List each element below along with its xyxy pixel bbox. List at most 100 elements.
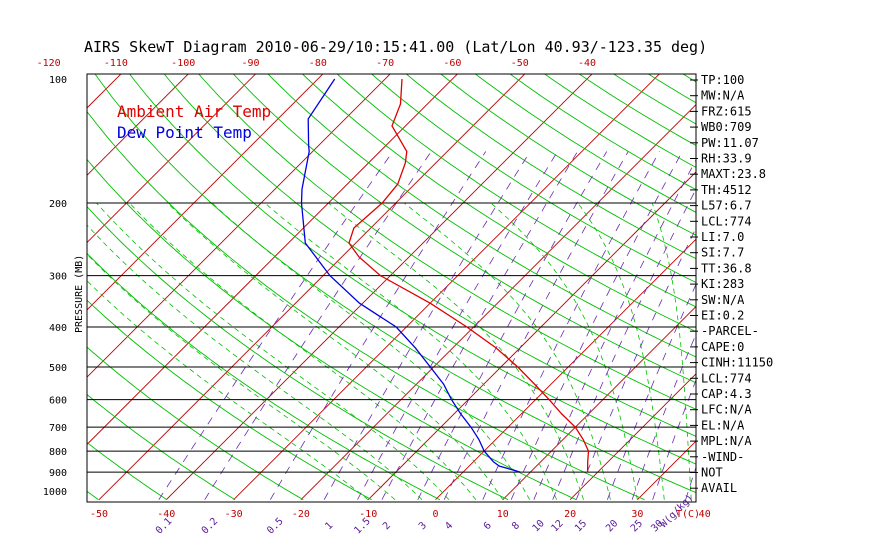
mixing-ratio-tick: 6 — [482, 520, 494, 532]
mixing-ratio-tick: 12 — [549, 518, 565, 534]
top-temp-tick: -100 — [171, 58, 195, 69]
top-temp-tick: -80 — [309, 58, 327, 69]
mixing-ratio-line — [357, 151, 558, 500]
stat-entry: L57:6.7 — [701, 199, 752, 213]
dry-adiabat-line — [474, 74, 696, 213]
stat-entry: WB0:709 — [701, 120, 752, 134]
bottom-temp-tick: 40 — [699, 509, 711, 520]
isotherm-line — [233, 74, 660, 501]
legend-ambient-air-temp: Ambient Air Temp — [117, 102, 271, 121]
dry-adiabat-line — [87, 346, 304, 501]
dry-adiabat-line — [198, 74, 696, 410]
isotherm-lines — [87, 60, 870, 501]
stat-entry: LCL:774 — [701, 214, 752, 228]
dry-adiabat-line — [682, 74, 696, 83]
dry-adiabat-line — [440, 74, 696, 236]
legend-dew-point-temp: Dew Point Temp — [117, 123, 252, 142]
bottom-temp-tick: 10 — [497, 509, 509, 520]
top-temp-tick: -40 — [578, 58, 596, 69]
mixing-ratio-tick: 10 — [531, 518, 547, 534]
bottom-temp-tick: 0 — [432, 509, 438, 520]
mixing-ratio-line — [204, 151, 432, 500]
bottom-temp-tick: -30 — [225, 509, 243, 520]
moist-adiabat-line — [167, 202, 504, 500]
moist-adiabat-line — [211, 202, 531, 500]
isotherm-line — [87, 74, 324, 311]
stat-entry: SW:N/A — [701, 293, 745, 307]
isotherm-line — [87, 74, 189, 176]
stat-entry: RH:33.9 — [701, 152, 752, 166]
mixing-ratio-line — [381, 151, 578, 500]
moist-adiabat-line — [96, 202, 450, 500]
stat-entry: NOT — [701, 466, 723, 480]
stat-entry: LCL:774 — [701, 371, 752, 385]
pressure-tick-500: 500 — [49, 363, 67, 374]
stat-entry: MW:N/A — [701, 89, 745, 103]
stat-entry: FRZ:615 — [701, 104, 752, 118]
stat-entry: AVAIL — [701, 481, 737, 495]
mixing-ratio-tick: 0.2 — [200, 516, 221, 537]
isotherm-line — [569, 373, 696, 501]
mixing-ratio-line — [158, 151, 394, 500]
pressure-tick-300: 300 — [49, 272, 67, 283]
bottom-temp-tick: -10 — [359, 509, 377, 520]
mixing-ratio-line — [533, 159, 696, 500]
dry-adiabat-line — [543, 74, 696, 168]
stat-entry: -PARCEL- — [701, 324, 759, 338]
dry-adiabat-line — [87, 299, 372, 501]
pressure-tick-800: 800 — [49, 447, 67, 458]
x-axis-label: T(C) — [676, 509, 700, 520]
mixing-ratio-tick: 0.5 — [265, 516, 286, 537]
top-temp-tick: -120 — [37, 58, 61, 69]
isobar-lines — [87, 202, 696, 473]
stat-entry: MAXT:23.8 — [701, 167, 766, 181]
plot-frame — [86, 73, 697, 503]
moist-adiabat-line — [490, 202, 638, 500]
y-axis-label: PRESSURE (MB) — [74, 255, 85, 333]
pressure-tick-700: 700 — [49, 423, 67, 434]
moist-adiabat-line — [328, 202, 584, 500]
isotherm-line — [87, 74, 257, 244]
mixing-ratio-tick: 15 — [573, 518, 589, 534]
legend: Ambient Air Temp Dew Point Temp — [117, 102, 271, 142]
dry-adiabat-line — [87, 252, 441, 501]
pressure-tick-200: 200 — [49, 199, 67, 210]
top-temp-tick: -70 — [376, 58, 394, 69]
isotherm-line — [87, 74, 391, 378]
ambient-air-temp-line — [348, 78, 590, 473]
pressure-tick-1000: 1000 — [43, 487, 67, 498]
pressure-tick-900: 900 — [49, 468, 67, 479]
dry-adiabat-line — [509, 74, 696, 191]
dry-adiabat-line — [405, 74, 696, 260]
mixing-ratio-line — [323, 151, 531, 500]
bottom-temperature-tick-labels: -50 -40 -30 -20 -10 0 10 20 30 40 — [90, 509, 711, 520]
dry-adiabat-line — [796, 60, 870, 500]
isotherm-line — [839, 60, 870, 500]
stat-entry: MPL:N/A — [701, 434, 752, 448]
moist-adiabat-line — [577, 202, 665, 500]
stat-entry: LFC:N/A — [701, 403, 752, 417]
stat-entry: PW:11.07 — [701, 136, 759, 150]
stat-entry: LI:7.0 — [701, 230, 744, 244]
isotherm-line — [98, 74, 526, 501]
dry-adiabat-line — [87, 158, 577, 501]
bottom-temp-tick: -40 — [157, 509, 175, 520]
dry-adiabat-line — [301, 74, 696, 333]
bottom-temp-tick: -50 — [90, 509, 108, 520]
stat-entry: -WIND- — [701, 450, 744, 464]
stat-entry: EL:N/A — [701, 418, 745, 432]
isotherm-line — [435, 238, 696, 501]
moist-adiabat-line — [87, 224, 423, 500]
mixing-ratio-tick: 20 — [604, 518, 620, 534]
stat-entry: TT:36.8 — [701, 261, 752, 275]
dry-adiabat-line — [87, 441, 168, 501]
isotherm-line — [502, 305, 696, 501]
pressure-tick-600: 600 — [49, 396, 67, 407]
bottom-temp-tick: 30 — [631, 509, 643, 520]
pressure-tick-400: 400 — [49, 323, 67, 334]
pressure-tick-100: 100 — [49, 75, 67, 86]
mixing-ratio-tick: 8 — [510, 520, 522, 532]
bottom-temp-tick: -20 — [292, 509, 310, 520]
